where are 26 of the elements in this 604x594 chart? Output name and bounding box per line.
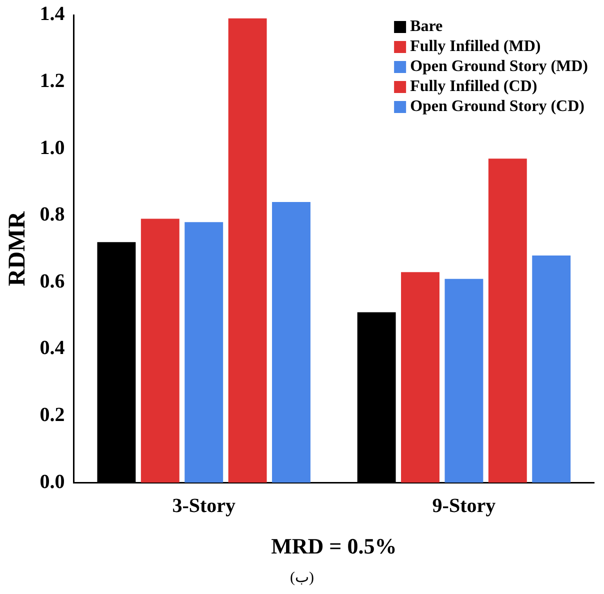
y-tick-label: 0.8: [40, 204, 65, 226]
legend-label: Open Ground Story (MD): [410, 58, 588, 76]
bar: [272, 202, 310, 483]
bar: [488, 158, 527, 483]
bar: [401, 272, 440, 483]
x-tick-label: 3-Story: [172, 494, 236, 517]
legend-label: Fully Infilled (CD): [410, 78, 538, 96]
bar: [140, 218, 180, 483]
legend-label: Bare: [410, 18, 443, 36]
text: (ب): [289, 569, 315, 587]
y-tick-label: 1.2: [40, 70, 65, 92]
x-tick-label: 9-Story: [432, 494, 496, 517]
y-tick-label: 1.0: [40, 136, 65, 159]
y-tick-label: 0.2: [40, 404, 65, 426]
bar: [228, 18, 267, 483]
y-tick-label: 1.4: [40, 3, 65, 26]
legend-label: Open Ground Story (CD): [410, 98, 584, 116]
y-tick-label: 0.4: [40, 337, 65, 360]
legend-label: Fully Infilled (MD): [410, 38, 541, 56]
bar: [444, 278, 484, 483]
y-tick-label: 0.0: [40, 470, 65, 493]
bar: [184, 222, 224, 483]
x-axis-title: MRD = 0.5%: [271, 533, 397, 558]
y-tick-label: 0.6: [40, 270, 65, 292]
bar: [532, 255, 571, 483]
y-axis-title: RDMR: [4, 210, 31, 286]
